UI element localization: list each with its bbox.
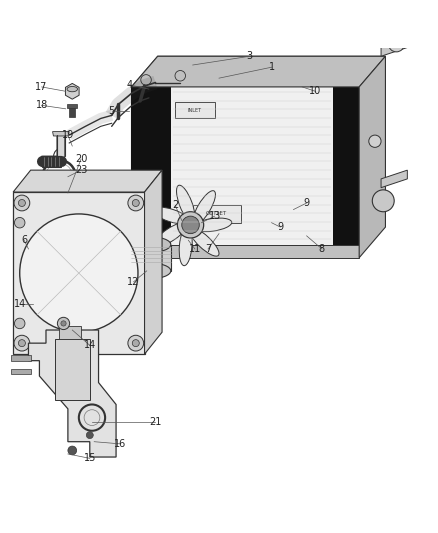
Polygon shape	[381, 170, 407, 188]
Polygon shape	[28, 330, 116, 457]
Text: 17: 17	[35, 82, 48, 92]
Ellipse shape	[152, 207, 190, 224]
Polygon shape	[131, 245, 171, 271]
Text: 21: 21	[149, 417, 162, 427]
Circle shape	[132, 199, 139, 206]
Polygon shape	[131, 245, 359, 258]
Polygon shape	[193, 205, 241, 223]
Circle shape	[66, 208, 73, 215]
Circle shape	[177, 212, 204, 238]
Polygon shape	[131, 56, 385, 87]
Circle shape	[14, 318, 25, 329]
Text: 11: 11	[189, 244, 201, 254]
Polygon shape	[59, 326, 81, 339]
Text: 7: 7	[205, 244, 211, 254]
Text: 14: 14	[84, 341, 96, 350]
Text: 9: 9	[277, 222, 283, 232]
Circle shape	[132, 340, 139, 346]
Ellipse shape	[372, 190, 394, 212]
Circle shape	[18, 199, 25, 206]
Circle shape	[128, 335, 144, 351]
Circle shape	[68, 446, 77, 455]
Text: INLET: INLET	[188, 108, 202, 112]
Text: 23: 23	[75, 165, 87, 175]
Circle shape	[20, 214, 138, 332]
Text: 16: 16	[114, 439, 127, 449]
Text: 15: 15	[84, 454, 96, 463]
Circle shape	[14, 217, 25, 228]
Text: 4: 4	[126, 80, 132, 90]
Circle shape	[14, 195, 30, 211]
Ellipse shape	[193, 218, 232, 232]
Ellipse shape	[131, 237, 171, 252]
Polygon shape	[359, 167, 385, 245]
Circle shape	[182, 216, 199, 233]
Text: 20: 20	[75, 154, 87, 164]
Circle shape	[14, 335, 30, 351]
Polygon shape	[171, 87, 333, 245]
Circle shape	[175, 70, 186, 81]
Circle shape	[35, 191, 42, 198]
Circle shape	[128, 195, 144, 211]
Polygon shape	[69, 107, 75, 117]
Text: OUTLET: OUTLET	[206, 212, 227, 216]
Polygon shape	[11, 368, 31, 374]
Ellipse shape	[189, 228, 219, 256]
Ellipse shape	[67, 86, 78, 92]
Text: 5: 5	[109, 106, 115, 116]
Text: 9: 9	[304, 198, 310, 208]
Polygon shape	[13, 192, 145, 354]
Polygon shape	[131, 87, 171, 245]
Circle shape	[41, 176, 78, 213]
Ellipse shape	[193, 191, 215, 225]
Text: 14: 14	[14, 298, 26, 309]
Polygon shape	[42, 133, 65, 167]
Text: 2: 2	[172, 200, 178, 210]
Ellipse shape	[179, 227, 192, 265]
Circle shape	[66, 173, 73, 180]
Text: 3: 3	[247, 51, 253, 61]
Polygon shape	[13, 170, 162, 192]
Circle shape	[369, 135, 381, 147]
Ellipse shape	[154, 222, 188, 246]
Polygon shape	[131, 56, 385, 87]
Polygon shape	[333, 87, 359, 245]
Polygon shape	[67, 103, 77, 108]
Ellipse shape	[131, 263, 171, 279]
Circle shape	[57, 317, 70, 329]
Text: 1: 1	[268, 62, 275, 72]
Polygon shape	[359, 56, 385, 258]
Polygon shape	[11, 356, 31, 361]
Circle shape	[56, 191, 63, 198]
Text: 13: 13	[208, 211, 221, 221]
Circle shape	[141, 75, 151, 85]
Polygon shape	[55, 339, 90, 400]
Circle shape	[393, 41, 400, 47]
Polygon shape	[145, 170, 162, 354]
Circle shape	[61, 321, 66, 326]
Polygon shape	[359, 56, 385, 245]
Text: 6: 6	[21, 235, 27, 245]
Circle shape	[18, 340, 25, 346]
Polygon shape	[381, 39, 407, 56]
Text: 8: 8	[319, 244, 325, 254]
Circle shape	[389, 36, 404, 52]
Polygon shape	[175, 102, 215, 118]
Text: 19: 19	[62, 130, 74, 140]
Polygon shape	[53, 132, 69, 136]
Text: 10: 10	[309, 86, 321, 96]
Polygon shape	[65, 84, 79, 99]
Text: 18: 18	[35, 100, 48, 110]
Text: 12: 12	[127, 277, 140, 287]
Circle shape	[49, 184, 69, 204]
Ellipse shape	[177, 185, 195, 222]
Circle shape	[86, 432, 93, 439]
Polygon shape	[131, 87, 359, 245]
